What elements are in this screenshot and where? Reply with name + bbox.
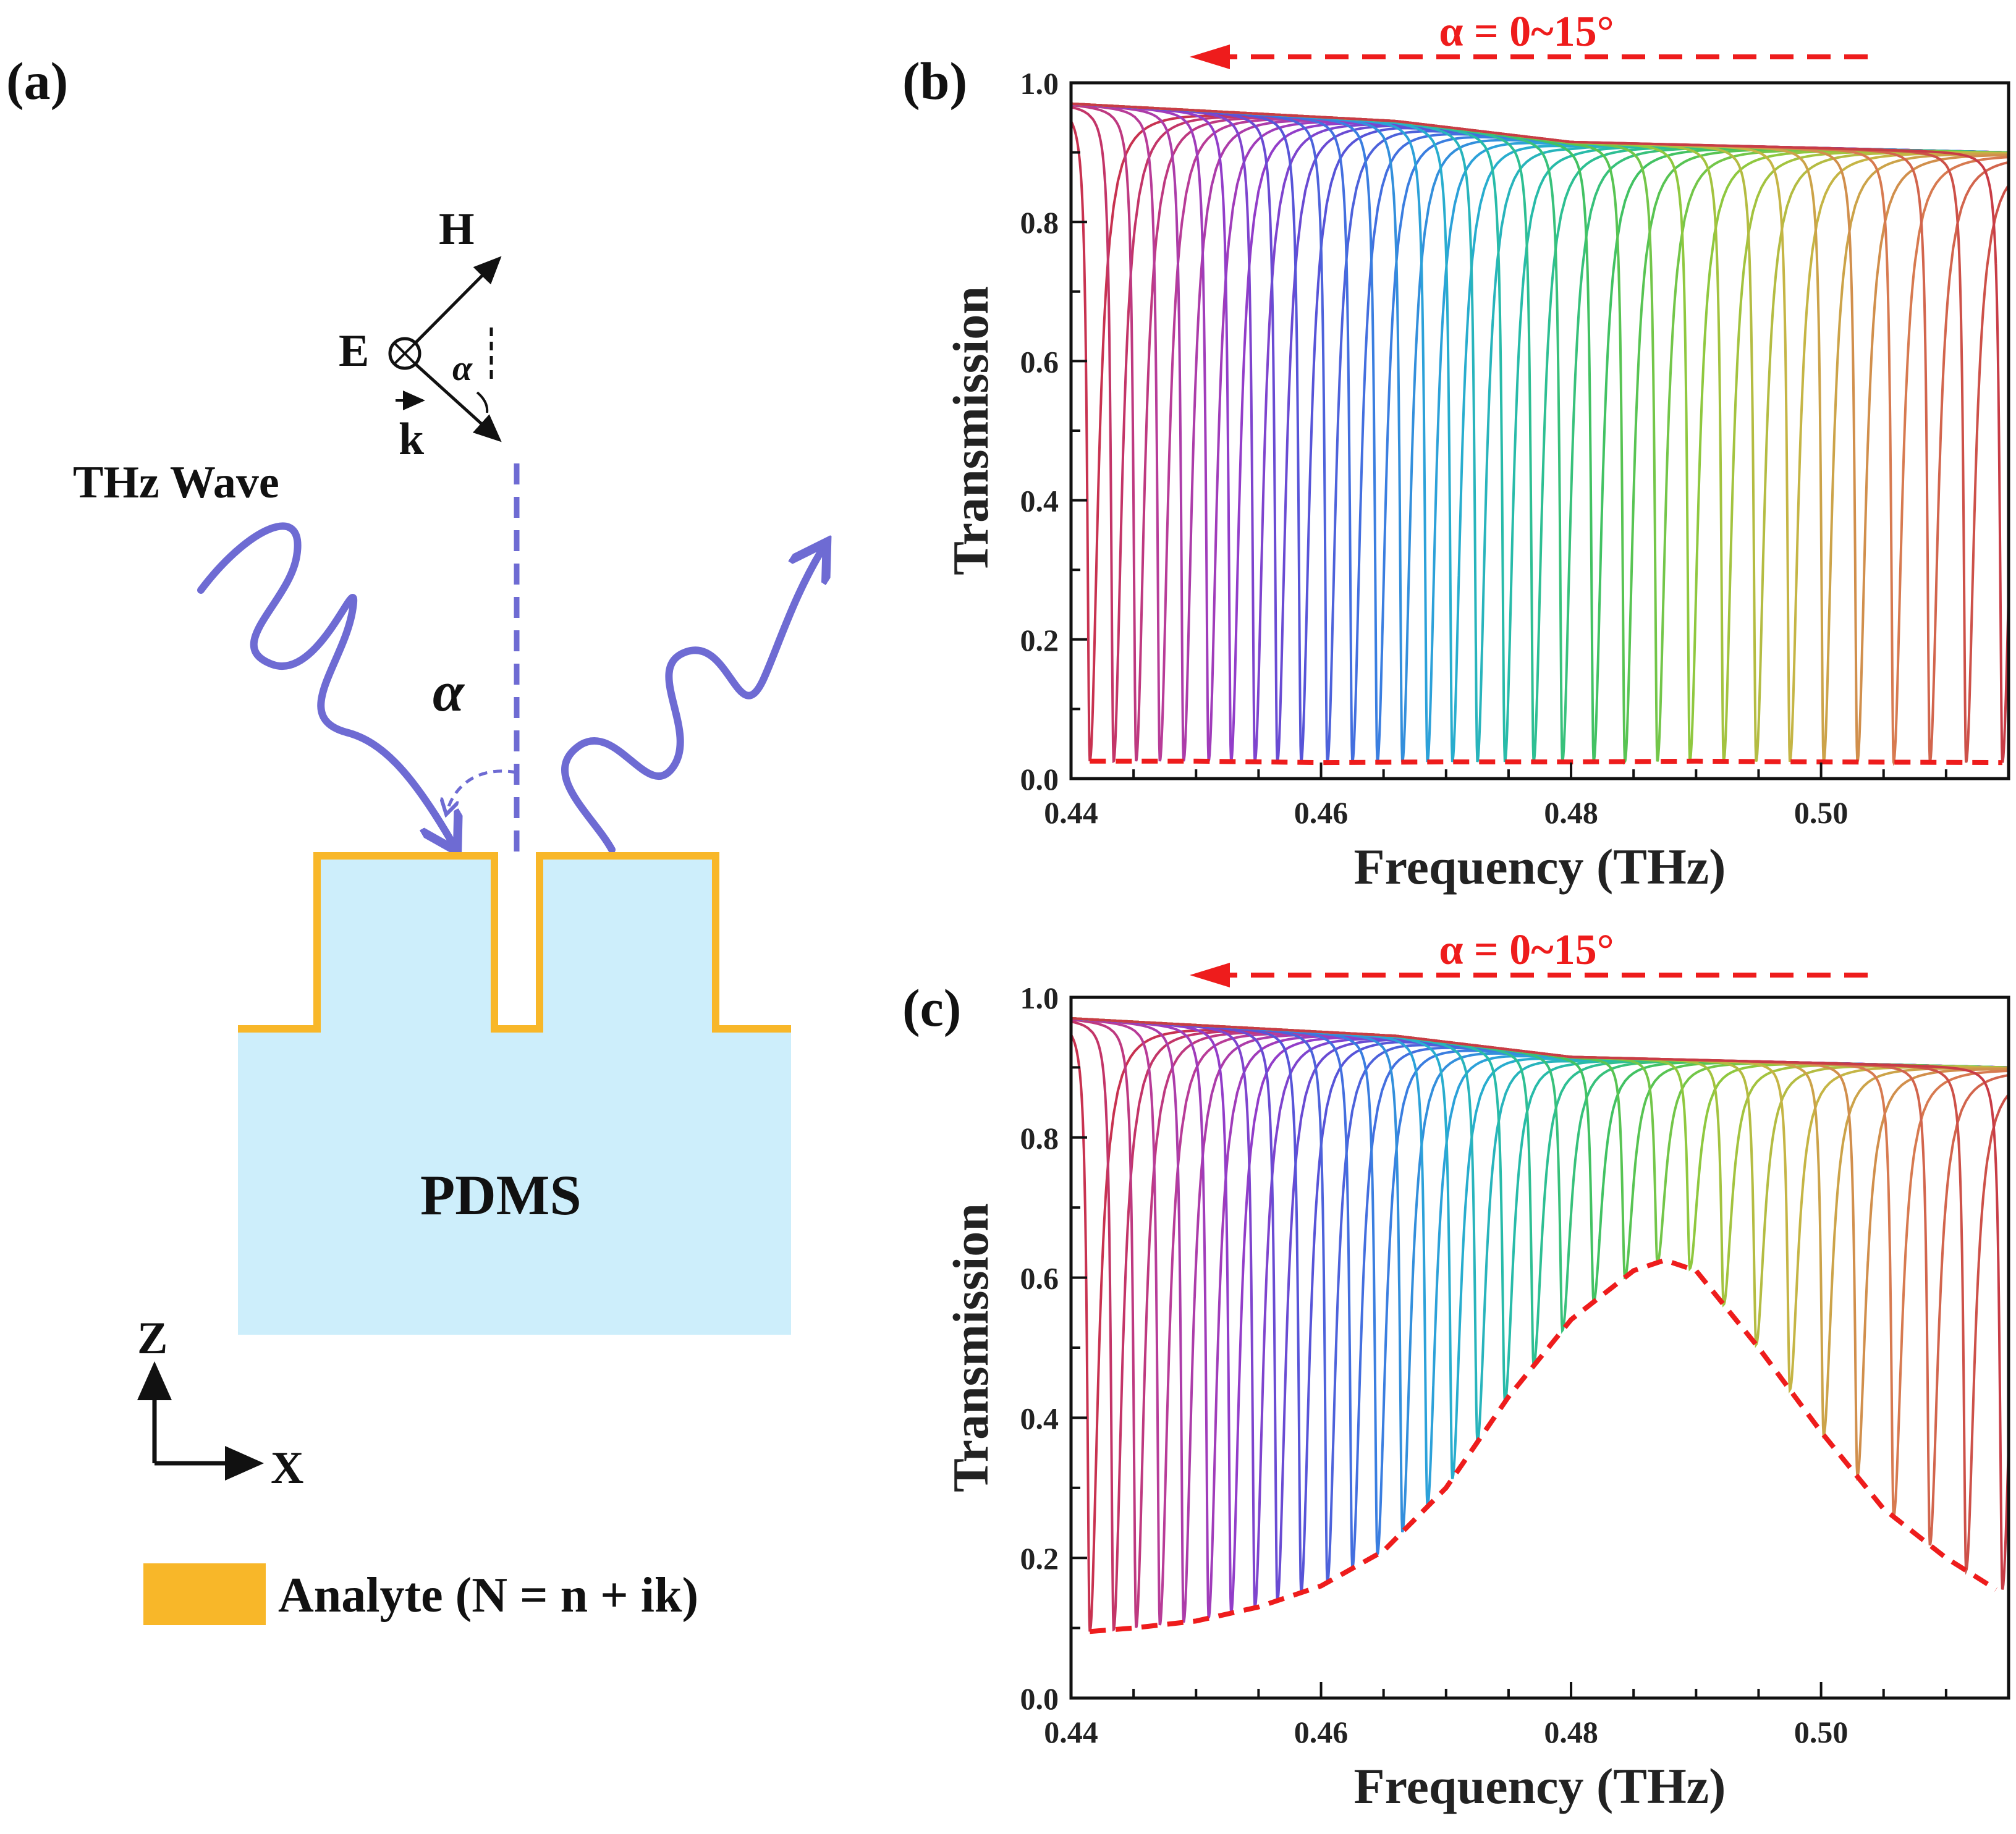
pdms-substrate	[238, 856, 791, 1335]
dip-envelope-line	[1089, 1257, 1997, 1634]
e-field-into-page-icon	[388, 337, 421, 370]
annotation-background	[1391, 927, 1662, 970]
analyte-layer	[238, 852, 791, 1033]
incident-thz-wave	[197, 522, 457, 852]
y-tick-label: 0.6	[1020, 1261, 1059, 1296]
reflected-thz-wave	[561, 542, 827, 853]
x-tick-label: 0.46	[1294, 1715, 1349, 1749]
panel-b-chart: 0.44 0.46 0.48 0.50 0.0 0.2 0.4 0.6 0.8 1.0 Freque…	[902, 8, 2010, 895]
h-field-label: H	[439, 204, 475, 255]
angle-range-annotation: α = 0~15°	[1439, 926, 1614, 974]
x-axis-title: Frequency (THz)	[1354, 839, 1726, 895]
y-tick-label: 0.8	[1020, 205, 1059, 240]
y-tick-label: 1.0	[1020, 66, 1059, 101]
x-axis-label: X	[271, 1443, 303, 1494]
e-field-label: E	[339, 326, 369, 376]
y-tick-label: 0.2	[1020, 1541, 1059, 1576]
x-tick-label: 0.46	[1294, 795, 1349, 830]
spectrum-line	[1071, 1017, 2009, 1482]
spectrum-line	[1071, 1017, 2009, 1614]
x-tick-label: 0.48	[1544, 1715, 1598, 1749]
x-tick-label: 0.50	[1794, 1715, 1849, 1749]
y-tick-label: 0.4	[1020, 1401, 1059, 1435]
x-tick-label: 0.44	[1044, 1715, 1098, 1749]
x-axis-title: Frequency (THz)	[1354, 1758, 1726, 1814]
y-tick-label: 0.0	[1020, 762, 1059, 797]
spectrum-line	[1071, 1017, 2009, 1619]
angle-sweep-arrowhead-icon	[1190, 963, 1230, 987]
spectrum-line	[1071, 102, 2009, 763]
spectra-group	[1071, 102, 2009, 766]
spectrum-line	[1071, 1017, 2009, 1394]
y-tick-label: 0.0	[1020, 1681, 1059, 1716]
spectrum-line	[1071, 1017, 2009, 1407]
field-vectors: H E α k	[339, 204, 502, 465]
alpha-symbol-small: α	[452, 348, 473, 388]
panel-label: (c)	[902, 978, 961, 1037]
panel-c-chart: 0.44 0.46 0.48 0.50 0.0 0.2 0.4 0.6 0.8 1.0 Freque…	[902, 926, 2010, 1814]
incidence-angle-label: α	[433, 660, 465, 723]
y-tick-label: 0.4	[1020, 484, 1059, 518]
y-tick-label: 1.0	[1020, 981, 1059, 1015]
panel-label: (b)	[902, 51, 967, 111]
y-tick-label: 0.8	[1020, 1121, 1059, 1156]
annotation-background	[1391, 9, 1662, 52]
y-tick-label: 0.6	[1020, 344, 1059, 379]
panel-a: (a) H E α k THz Wave α PDMS	[6, 51, 827, 1625]
e-field-cross-icon	[393, 342, 417, 365]
angle-sweep-arrowhead-icon	[1190, 44, 1230, 69]
x-tick-label: 0.48	[1544, 795, 1598, 830]
alpha-arc-small	[476, 391, 489, 413]
y-axis-title: Transmission	[942, 1203, 999, 1492]
y-tick-label: 0.2	[1020, 623, 1059, 657]
spectra-group	[1071, 1017, 2009, 1632]
pdms-label: PDMS	[420, 1164, 582, 1227]
z-axis-label: Z	[137, 1313, 167, 1364]
angle-range-annotation: α = 0~15°	[1439, 8, 1614, 56]
spectrum-line	[1071, 1017, 2009, 1595]
analyte-legend-label: Analyte (N = n + ik)	[278, 1568, 698, 1623]
thz-wave-label: THz Wave	[73, 457, 279, 508]
y-axis-title: Transmission	[942, 286, 999, 575]
x-tick-label: 0.44	[1044, 795, 1098, 830]
coordinate-axes: Z X	[137, 1313, 303, 1494]
analyte-legend-swatch	[143, 1563, 266, 1625]
h-field-arrow	[414, 256, 502, 344]
spectrum-line	[1071, 1028, 2009, 1632]
x-tick-label: 0.50	[1794, 795, 1849, 830]
incidence-angle-arc	[446, 769, 517, 814]
spectrum-line	[1071, 1017, 2009, 1602]
spectrum-line	[1071, 1017, 2009, 1608]
k-vector-arrow	[414, 363, 502, 442]
dip-envelope-line	[1090, 758, 2002, 766]
spectrum-line	[1071, 1017, 2009, 1590]
k-vector-label: k	[399, 414, 425, 465]
panel-a-label: (a)	[6, 51, 68, 111]
